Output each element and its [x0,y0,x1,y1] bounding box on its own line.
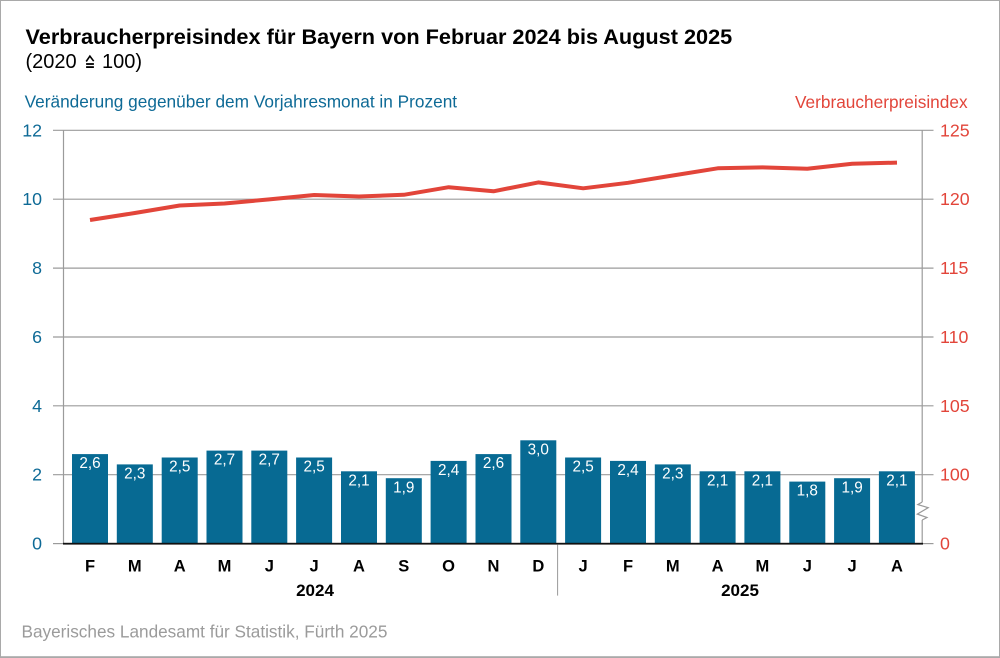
svg-text:2,1: 2,1 [886,472,907,489]
svg-text:2,1: 2,1 [707,472,728,489]
svg-text:110: 110 [940,327,968,347]
svg-text:2,1: 2,1 [752,472,773,489]
svg-text:0: 0 [32,534,42,554]
svg-text:Bayerisches Landesamt für Stat: Bayerisches Landesamt für Statistik, Für… [22,622,388,642]
svg-text:J: J [579,558,588,576]
svg-text:F: F [623,558,633,576]
svg-text:125: 125 [940,120,970,140]
svg-text:8: 8 [32,258,42,278]
svg-text:J: J [803,558,812,576]
svg-text:N: N [488,558,500,576]
svg-text:A: A [174,558,186,576]
svg-text:A: A [891,558,903,576]
svg-text:4: 4 [32,396,42,416]
svg-text:A: A [712,558,724,576]
svg-text:12: 12 [22,120,42,140]
svg-text:Veränderung gegenüber dem Vorj: Veränderung gegenüber dem Vorjahresmonat… [25,92,458,112]
svg-text:100): 100) [102,51,142,73]
svg-text:Verbraucherpreisindex für Baye: Verbraucherpreisindex für Bayern von Feb… [26,24,733,49]
svg-text:2,3: 2,3 [662,466,683,483]
svg-text:(2020: (2020 [26,51,77,73]
svg-text:M: M [756,558,770,576]
svg-text:105: 105 [940,396,970,416]
svg-text:J: J [265,558,274,576]
svg-text:10: 10 [22,189,42,209]
svg-text:2,4: 2,4 [438,462,460,479]
svg-text:2025: 2025 [721,581,759,600]
svg-text:3,0: 3,0 [528,441,549,458]
svg-text:115: 115 [940,258,968,278]
svg-text:J: J [848,558,857,576]
svg-text:Verbraucherpreisindex: Verbraucherpreisindex [795,92,968,112]
svg-text:D: D [532,558,544,576]
svg-text:2,3: 2,3 [124,466,145,483]
svg-text:2,4: 2,4 [617,462,639,479]
svg-text:2024: 2024 [296,581,334,600]
svg-text:O: O [442,558,455,576]
svg-text:2: 2 [32,465,42,485]
svg-text:S: S [398,558,409,576]
svg-text:M: M [128,558,142,576]
svg-text:J: J [310,558,319,576]
svg-text:M: M [666,558,680,576]
svg-text:6: 6 [32,327,42,347]
svg-text:0: 0 [940,534,950,554]
svg-text:F: F [85,558,95,576]
svg-text:2,7: 2,7 [214,452,235,469]
svg-text:100: 100 [940,465,970,485]
svg-text:1,9: 1,9 [841,479,862,496]
svg-text:2,7: 2,7 [259,452,280,469]
svg-text:1,9: 1,9 [393,479,414,496]
svg-text:1,8: 1,8 [797,483,818,500]
svg-text:120: 120 [940,189,970,209]
svg-text:2,6: 2,6 [483,455,504,472]
svg-text:2,5: 2,5 [572,459,593,476]
svg-text:2,5: 2,5 [303,459,324,476]
svg-text:A: A [353,558,365,576]
svg-text:M: M [218,558,232,576]
svg-text:2,5: 2,5 [169,459,190,476]
svg-text:2,1: 2,1 [348,472,369,489]
svg-text:2,6: 2,6 [79,455,100,472]
